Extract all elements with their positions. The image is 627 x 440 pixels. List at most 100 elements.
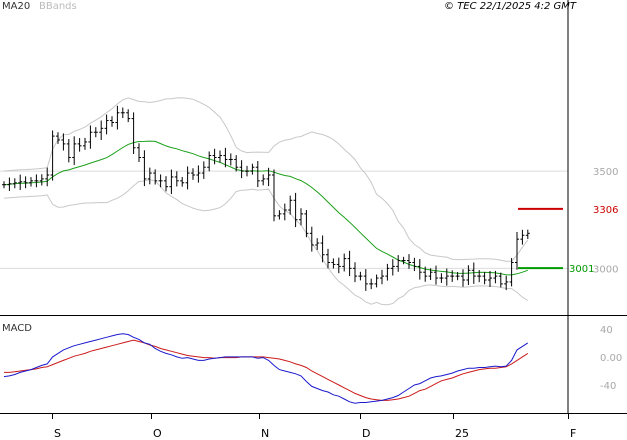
ohlc-bar: [147, 167, 152, 185]
ohlc-bar: [120, 107, 125, 119]
ohlc-bar: [255, 161, 260, 188]
ohlc-bar: [234, 155, 239, 172]
ohlc-bar: [493, 270, 498, 284]
ohlc-bar: [374, 274, 379, 288]
ohlc-bar: [455, 272, 460, 281]
macd-legend: MACD: [2, 323, 32, 334]
ohlc-bar: [50, 130, 55, 181]
ohlc-bar: [126, 109, 131, 123]
ohlc-bar: [72, 136, 77, 166]
ohlc-bar: [369, 278, 374, 290]
ohlc-bar: [439, 273, 444, 283]
ohlc-bar: [261, 174, 266, 186]
price-y-tick-label: 3000: [593, 264, 618, 275]
ohlc-bar: [99, 120, 104, 140]
price-y-tick-label: 3500: [593, 167, 618, 178]
ohlc-bar: [191, 168, 195, 180]
ohlc-bar: [309, 226, 314, 252]
ohlc-bar: [326, 248, 330, 269]
macd-panel: 40 0.00 -40 MACD: [2, 323, 622, 404]
ohlc-bar: [23, 176, 28, 189]
ohlc-bar: [525, 229, 530, 239]
ohlc-bar: [363, 269, 368, 291]
ohlc-bar: [142, 150, 147, 187]
ohlc-bars: [2, 105, 530, 291]
bbands-legend: BBands: [39, 1, 77, 12]
ohlc-bar: [520, 229, 525, 245]
ohlc-bar: [466, 265, 471, 286]
ohlc-bar: [498, 272, 503, 288]
ohlc-bar: [515, 231, 519, 270]
ohlc-bar: [196, 165, 201, 183]
ohlc-bar: [390, 259, 395, 276]
ohlc-bar: [34, 174, 39, 188]
ohlc-bar: [293, 192, 298, 228]
ohlc-bar: [56, 132, 60, 144]
ohlc-bar: [239, 160, 244, 179]
ohlc-bar: [434, 265, 438, 285]
ohlc-bar: [245, 165, 249, 177]
ohlc-bar: [218, 150, 222, 163]
ohlc-bar: [137, 143, 141, 162]
ohlc-bar: [228, 153, 233, 166]
ohlc-bar: [180, 176, 185, 187]
ohlc-bar: [477, 270, 482, 283]
ohlc-bar: [423, 266, 428, 282]
ohlc-bar: [288, 195, 293, 215]
ohlc-bar: [93, 127, 98, 138]
ohlc-bar: [380, 269, 384, 285]
ohlc-bar: [164, 176, 168, 192]
ohlc-bar: [444, 268, 449, 286]
chart-frame: [0, 0, 627, 414]
ohlc-bar: [331, 258, 336, 269]
ohlc-bar: [450, 270, 455, 282]
ohlc-bar: [320, 235, 325, 263]
ohlc-bar: [174, 171, 179, 187]
macd-signal-line: [4, 339, 529, 401]
ohlc-bar: [250, 163, 255, 175]
x-tick-label: S: [54, 427, 61, 440]
ohlc-bar: [2, 181, 6, 189]
macd-y-tick-label: -40: [600, 381, 616, 392]
ohlc-bar: [428, 268, 433, 280]
ohlc-bar: [417, 259, 422, 280]
ohlc-bar: [407, 254, 411, 269]
ohlc-bar: [277, 210, 282, 220]
ohlc-bar: [396, 255, 401, 272]
ohlc-bar: [201, 161, 206, 179]
ohlc-bar: [83, 137, 87, 150]
ohlc-bar: [207, 151, 212, 172]
ohlc-bar: [115, 105, 120, 130]
ohlc-bar: [45, 167, 50, 187]
ohlc-bar: [88, 125, 93, 149]
x-tick-label: D: [362, 427, 370, 440]
ohlc-bar: [131, 112, 136, 154]
ohlc-bar: [7, 177, 12, 191]
ohlc-bar: [358, 271, 363, 281]
ohlc-bar: [353, 262, 357, 283]
price-y-ticks: 3000 3500: [593, 167, 618, 275]
support-level-label: 3001: [569, 264, 594, 275]
ohlc-bar: [212, 148, 217, 165]
ohlc-bar: [504, 275, 509, 291]
ohlc-bar: [153, 169, 158, 185]
ohlc-bar: [223, 147, 228, 168]
ohlc-bar: [336, 257, 341, 274]
ohlc-bar: [110, 116, 114, 127]
macd-y-tick-label: 40: [600, 325, 613, 336]
macd-line: [3, 333, 529, 404]
ohlc-bar: [488, 271, 492, 287]
ohlc-bar: [412, 257, 417, 272]
ma20-line: [3, 140, 528, 276]
ohlc-bar: [169, 169, 174, 195]
ohlc-bar: [12, 178, 17, 189]
x-tick-label: F: [570, 427, 576, 440]
macd-y-tick-label: 0.00: [600, 353, 622, 364]
ohlc-bar: [315, 238, 320, 250]
ohlc-bar: [77, 138, 82, 152]
ohlc-bar: [461, 269, 465, 287]
ohlc-bar: [66, 139, 71, 163]
x-tick-label: N: [261, 427, 269, 440]
